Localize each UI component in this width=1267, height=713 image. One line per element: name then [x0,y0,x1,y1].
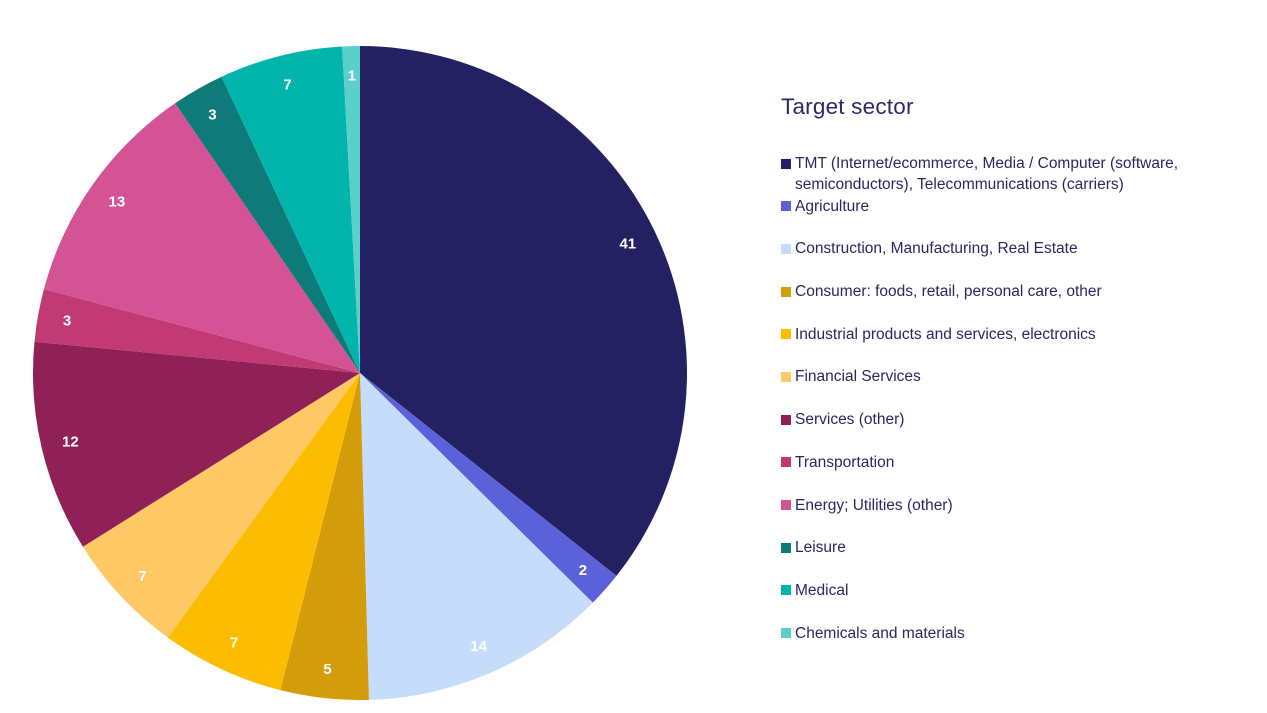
legend-item-6: Financial Services [781,366,1262,409]
pie-slice-value-7: 12 [62,434,79,451]
legend-swatch-icon [781,286,791,297]
pie-slice-3 [360,373,593,700]
legend-label: Medical [795,581,849,599]
pie-slice-7 [32,341,360,547]
legend-label: Transportation [795,453,895,471]
pie-slice-9 [43,103,360,374]
legend-item-8: Transportation [781,452,1262,495]
legend-item-7: Services (other) [781,409,1262,452]
pie-slice-5 [167,373,360,691]
pie-slice-value-3: 14 [470,638,487,655]
legend-label: Consumer: foods, retail, personal care, … [795,283,1102,301]
legend-label: Financial Services [795,368,921,386]
legend-swatch-icon [781,243,791,254]
legend-items: TMT (Internet/ecommerce, Media / Compute… [781,153,1262,665]
legend-swatch-icon [781,371,791,382]
pie-slice-6 [82,373,360,638]
legend-item-11: Medical [781,580,1262,623]
legend-swatch-icon [781,457,791,468]
pie-slice-value-4: 5 [323,661,331,678]
legend-item-1: TMT (Internet/ecommerce, Media / Compute… [781,153,1262,196]
legend-label: Industrial products and services, electr… [795,325,1096,343]
legend-item-5: Industrial products and services, electr… [781,324,1262,367]
legend-label: Chemicals and materials [795,624,965,642]
legend-swatch-icon [781,414,791,425]
legend-item-9: Energy; Utilities (other) [781,495,1262,538]
legend-swatch-icon [781,585,791,596]
legend-swatch-icon [781,500,791,510]
pie-slice-4 [280,373,369,701]
legend-swatch-icon [781,201,791,212]
pie-slice-value-2: 2 [579,562,587,579]
pie-slice-value-1: 41 [619,235,636,252]
legend-label: Services (other) [795,411,905,429]
legend-item-10: Leisure [781,537,1262,580]
legend-label: TMT (Internet/ecommerce, Media / Compute… [795,155,1179,194]
legend-swatch-icon [781,329,791,340]
pie-slice-8 [34,289,361,373]
pie-slice-12 [342,46,360,373]
pie-slice-value-6: 7 [138,568,146,585]
legend-swatch-icon [781,158,791,169]
pie-slice-value-9: 13 [109,193,126,210]
legend-swatch-icon [781,628,791,639]
legend-item-12: Chemicals and materials [781,623,1262,666]
legend-item-4: Consumer: foods, retail, personal care, … [781,281,1262,324]
pie-slice-1 [360,46,687,576]
pie-slice-value-8: 3 [63,312,71,329]
legend: Target sector TMT (Internet/ecommerce, M… [781,94,1262,665]
legend-label: Energy; Utilities (other) [795,496,953,514]
legend-label: Agriculture [795,197,870,215]
pie-slice-10 [175,76,360,374]
pie-slice-value-5: 7 [230,635,238,652]
pie-slice-value-10: 3 [208,107,216,124]
pie-slice-value-11: 7 [283,76,291,93]
pie-slice-11 [221,46,360,374]
chart-title: Target sector [781,94,914,119]
legend-item-2: Agriculture [781,196,1262,239]
legend-item-3: Construction, Manufacturing, Real Estate [781,238,1262,281]
legend-label: Construction, Manufacturing, Real Estate [795,240,1078,258]
pie-slice-2 [360,373,617,603]
legend-swatch-icon [781,542,791,553]
legend-label: Leisure [795,539,846,557]
pie-slice-value-12: 1 [348,68,356,85]
